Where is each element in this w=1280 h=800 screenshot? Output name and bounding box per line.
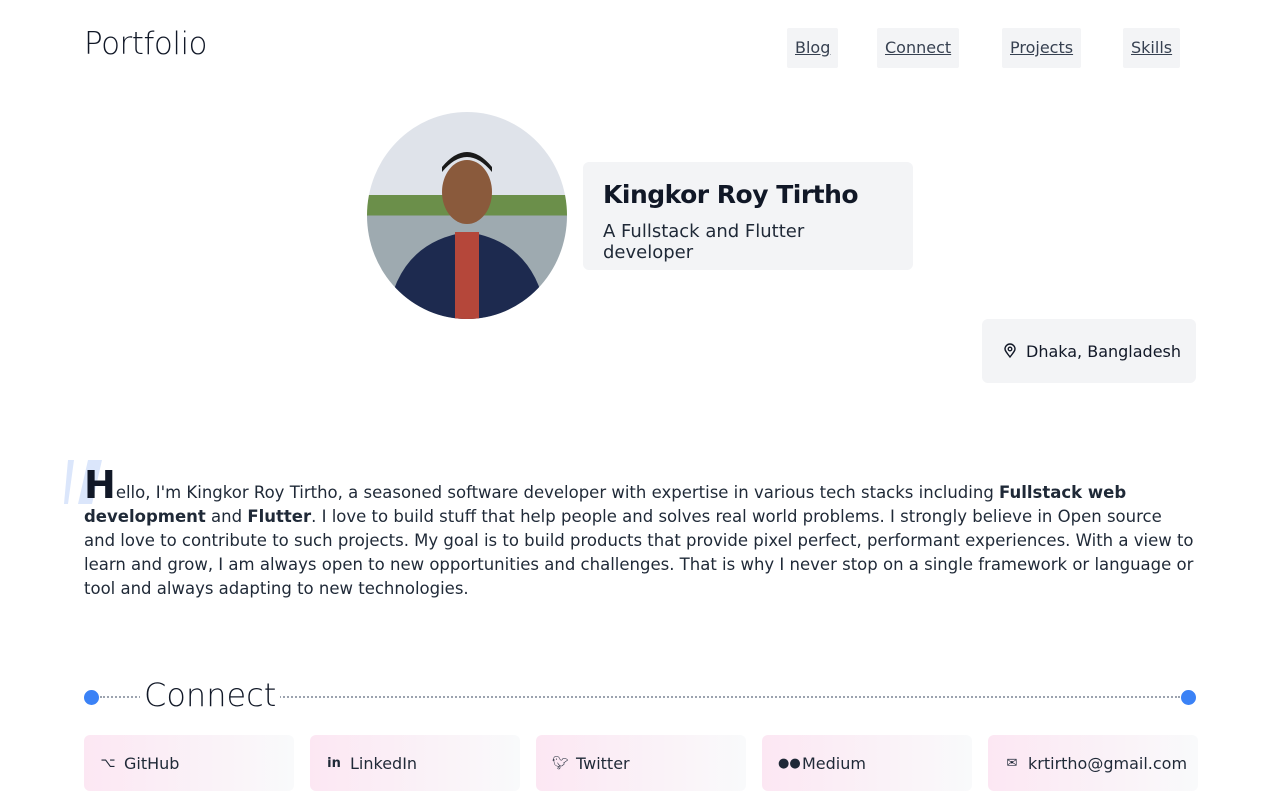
- about-bold: Fullstack web development: [84, 483, 1127, 526]
- profile-name: Kingkor Roy Tirtho: [603, 180, 859, 209]
- connect-links: ⌥ GitHub in LinkedIn 🐦︎ Twitter ●● Medium ✉ k…: [84, 735, 1198, 791]
- dot-icon: [84, 690, 99, 705]
- drop-cap: H: [84, 463, 116, 507]
- link-email[interactable]: ✉ krtirtho@gmail.com: [988, 735, 1198, 791]
- about-text: Hello, I'm Kingkor Roy Tirtho, a seasone…: [84, 466, 1196, 601]
- quote-icon: [64, 460, 102, 504]
- about-bold: Flutter: [247, 507, 312, 526]
- divider: [100, 696, 1180, 698]
- github-icon: ⌥: [100, 755, 116, 771]
- location-pin-icon: [1004, 343, 1016, 359]
- about-part: and: [205, 507, 248, 526]
- dot-icon: [1181, 690, 1196, 705]
- medium-icon: ●●: [778, 755, 801, 771]
- linkedin-icon: in: [327, 755, 341, 771]
- section-title: Connect: [140, 676, 281, 714]
- location-text: Dhaka, Bangladesh: [1026, 341, 1182, 361]
- link-label: Twitter: [576, 753, 630, 773]
- link-label: GitHub: [124, 753, 180, 773]
- link-twitter[interactable]: 🐦︎ Twitter: [536, 735, 746, 791]
- nav-skills[interactable]: Skills: [1123, 28, 1181, 68]
- link-label: krtirtho@gmail.com: [1028, 753, 1188, 773]
- link-linkedin[interactable]: in LinkedIn: [310, 735, 520, 791]
- profile-tagline: A Fullstack and Flutter developer: [603, 221, 805, 263]
- nav-connect[interactable]: Connect: [877, 28, 960, 68]
- twitter-icon: 🐦︎: [552, 755, 569, 771]
- link-label: LinkedIn: [350, 753, 418, 773]
- profile-card: Kingkor Roy Tirtho A Fullstack and Flutt…: [583, 162, 913, 270]
- link-medium[interactable]: ●● Medium: [762, 735, 972, 791]
- nav-projects[interactable]: Projects: [1002, 28, 1082, 68]
- link-github[interactable]: ⌥ GitHub: [84, 735, 294, 791]
- avatar: [367, 112, 567, 319]
- nav-blog[interactable]: Blog: [787, 28, 839, 68]
- mail-icon: ✉: [1006, 755, 1018, 771]
- connect-section-header: Connect: [84, 676, 1196, 716]
- link-label: Medium: [802, 753, 866, 773]
- location-badge: Dhaka, Bangladesh: [982, 319, 1196, 383]
- about-part: . I love to build stuff that help people…: [84, 507, 1194, 598]
- site-logo[interactable]: Portfolio: [84, 26, 208, 62]
- about-part: ello, I'm Kingkor Roy Tirtho, a seasoned…: [115, 483, 1000, 502]
